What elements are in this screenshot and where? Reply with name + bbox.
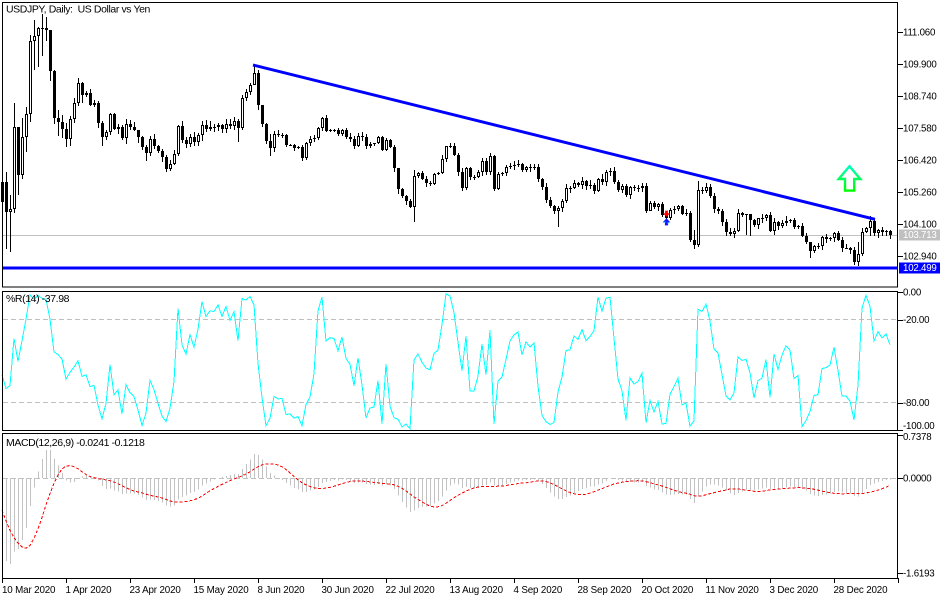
svg-text:102.499: 102.499 (903, 263, 937, 274)
svg-text:-1.6193: -1.6193 (903, 568, 934, 579)
svg-text:20 Oct 2020: 20 Oct 2020 (642, 585, 694, 596)
svg-text:109.900: 109.900 (903, 60, 937, 71)
svg-text:107.580: 107.580 (903, 124, 937, 135)
svg-text:103.713: 103.713 (903, 230, 937, 241)
svg-text:-100.00: -100.00 (903, 421, 935, 432)
svg-text:USDJPY, Daily: US Dollar vs Y: USDJPY, Daily: US Dollar vs Yen (6, 4, 151, 16)
svg-text:-20.00: -20.00 (903, 315, 930, 326)
svg-text:-80.00: -80.00 (903, 398, 930, 409)
svg-text:105.260: 105.260 (903, 188, 937, 199)
svg-text:108.740: 108.740 (903, 92, 937, 103)
svg-text:1 Apr 2020: 1 Apr 2020 (66, 585, 113, 596)
svg-text:28 Dec 2020: 28 Dec 2020 (834, 585, 889, 596)
svg-text:30 Jun 2020: 30 Jun 2020 (322, 585, 375, 596)
svg-text:28 Sep 2020: 28 Sep 2020 (578, 585, 633, 596)
svg-text:0.00: 0.00 (903, 288, 922, 299)
svg-text:106.420: 106.420 (903, 156, 937, 167)
svg-text:23 Apr 2020: 23 Apr 2020 (130, 585, 182, 596)
svg-text:11 Nov 2020: 11 Nov 2020 (706, 585, 760, 596)
svg-text:4 Sep 2020: 4 Sep 2020 (514, 585, 563, 596)
svg-text:10 Mar 2020: 10 Mar 2020 (2, 585, 56, 596)
svg-text:%R(14) -37.98: %R(14) -37.98 (6, 293, 70, 305)
svg-text:13 Aug 2020: 13 Aug 2020 (450, 585, 504, 596)
svg-text:MACD(12,26,9) -0.0241 -0.1218: MACD(12,26,9) -0.0241 -0.1218 (6, 437, 145, 449)
svg-text:111.060: 111.060 (903, 28, 936, 39)
svg-text:3 Dec 2020: 3 Dec 2020 (770, 585, 819, 596)
svg-text:0.7378: 0.7378 (903, 432, 931, 443)
svg-text:0.0000: 0.0000 (903, 474, 932, 485)
svg-text:8 Jun 2020: 8 Jun 2020 (258, 585, 306, 596)
svg-text:104.100: 104.100 (903, 220, 937, 231)
svg-text:102.940: 102.940 (903, 252, 937, 263)
svg-text:22 Jul 2020: 22 Jul 2020 (386, 585, 436, 596)
svg-text:15 May 2020: 15 May 2020 (194, 585, 250, 596)
